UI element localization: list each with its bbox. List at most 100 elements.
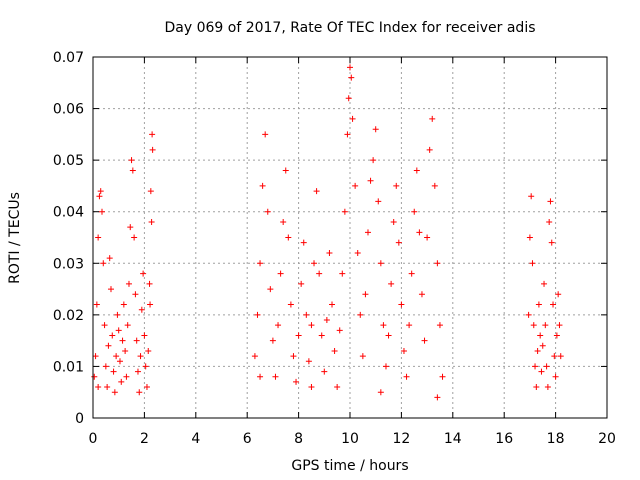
data-point (259, 182, 266, 189)
data-point (275, 322, 282, 329)
data-point (95, 384, 102, 391)
data-point (406, 322, 413, 329)
data-point (142, 363, 149, 370)
data-point (254, 311, 261, 318)
data-point (147, 301, 154, 308)
data-point (364, 229, 371, 236)
data-point (293, 378, 300, 385)
data-point (538, 368, 545, 375)
data-point (285, 234, 292, 241)
data-point (336, 327, 343, 334)
x-tick-label: 18 (547, 431, 565, 447)
data-point (347, 64, 353, 71)
data-point (525, 311, 532, 318)
data-point (393, 182, 400, 189)
data-point (128, 157, 135, 164)
x-tick-label: 14 (444, 431, 462, 447)
data-point (303, 311, 310, 318)
data-point (118, 378, 125, 385)
x-tick-label: 20 (598, 431, 616, 447)
data-point (557, 353, 564, 360)
data-point (102, 363, 109, 370)
data-point (535, 301, 542, 308)
data-point (352, 182, 359, 189)
data-point (91, 373, 98, 380)
data-point (339, 270, 346, 277)
data-point (95, 234, 102, 241)
data-point (316, 270, 323, 277)
data-point (543, 363, 550, 370)
data-point (416, 229, 423, 236)
x-tick-label: 8 (294, 431, 303, 447)
x-tick-label: 10 (341, 431, 359, 447)
data-point (104, 384, 111, 391)
data-point (290, 353, 297, 360)
data-point (537, 332, 544, 339)
data-point (377, 389, 384, 396)
data-point (388, 280, 395, 287)
data-point (93, 301, 100, 308)
data-point (529, 260, 536, 267)
data-point (308, 384, 315, 391)
data-point (282, 167, 289, 174)
data-point (295, 332, 302, 339)
chart-title: Day 069 of 2017, Rate Of TEC Index for r… (164, 20, 535, 36)
data-point (111, 389, 118, 396)
data-point (264, 208, 271, 215)
data-point (116, 358, 123, 365)
data-point (323, 317, 330, 324)
data-point (101, 322, 108, 329)
data-point (133, 337, 140, 344)
data-point (375, 198, 382, 205)
data-point (534, 347, 541, 354)
data-point (114, 311, 121, 318)
x-axis-title: GPS time / hours (291, 458, 408, 474)
data-point (546, 219, 553, 226)
data-point (370, 157, 377, 164)
data-point (140, 270, 147, 277)
data-point (553, 332, 560, 339)
data-point (311, 260, 318, 267)
data-point (382, 363, 389, 370)
data-point (287, 301, 294, 308)
data-point (147, 188, 154, 195)
data-point (345, 95, 352, 102)
data-point (439, 373, 446, 380)
data-point (552, 373, 559, 380)
data-point (539, 342, 546, 349)
data-point (107, 286, 114, 293)
data-point (541, 280, 548, 287)
data-point (134, 368, 141, 375)
data-point (145, 347, 152, 354)
data-point (149, 146, 156, 153)
data-point (555, 291, 562, 298)
data-point (313, 188, 320, 195)
data-point (110, 368, 117, 375)
x-tick-label: 0 (89, 431, 98, 447)
data-point (149, 131, 156, 138)
data-point (308, 322, 315, 329)
data-point (362, 291, 369, 298)
y-tick-label: 0.02 (53, 308, 84, 324)
data-point (141, 332, 148, 339)
data-point (341, 208, 348, 215)
data-point (548, 239, 555, 246)
data-point (528, 193, 535, 200)
data-point (115, 327, 122, 334)
data-point (318, 332, 325, 339)
y-tick-label: 0 (75, 411, 84, 427)
data-point (390, 219, 397, 226)
data-point (272, 373, 279, 380)
x-tick-label: 6 (243, 431, 252, 447)
data-point (120, 301, 127, 308)
data-point (359, 353, 366, 360)
data-point (421, 337, 428, 344)
data-point (321, 368, 328, 375)
data-point (329, 301, 336, 308)
y-tick-label: 0.01 (53, 359, 84, 375)
x-tick-label: 12 (392, 431, 410, 447)
y-tick-label: 0.03 (53, 256, 84, 272)
data-point (385, 332, 392, 339)
data-point (526, 234, 533, 241)
data-point (92, 353, 99, 360)
